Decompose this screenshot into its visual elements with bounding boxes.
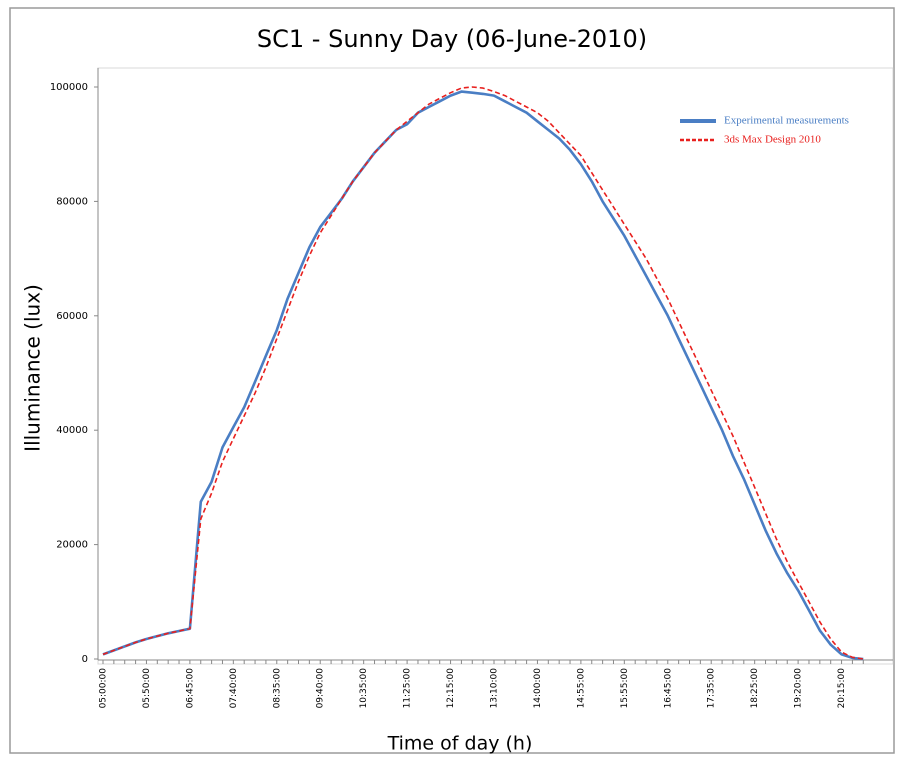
y-tick-label: 20000 (56, 540, 88, 551)
y-tick-label: 0 (82, 654, 88, 665)
x-tick-label: 20:15:00 (837, 668, 847, 709)
x-tick-label: 08:35:00 (272, 668, 282, 709)
chart-title: SC1 - Sunny Day (06-June-2010) (257, 25, 647, 53)
legend-label: 3ds Max Design 2010 (724, 134, 821, 146)
x-tick-label: 13:10:00 (490, 668, 500, 709)
x-tick-label: 05:00:00 (99, 668, 109, 709)
x-tick-label: 11:25:00 (403, 668, 413, 709)
series-line (102, 90, 864, 661)
legend-label: Experimental measurements (724, 115, 849, 127)
y-tick-label: 60000 (56, 311, 88, 322)
series-line (102, 86, 864, 660)
y-tick-label: 80000 (56, 196, 88, 207)
x-tick-label: 09:40:00 (316, 668, 326, 709)
x-tick-label: 17:35:00 (707, 668, 717, 709)
y-tick-label: 40000 (56, 425, 88, 436)
x-tick-label: 05:50:00 (142, 668, 152, 709)
x-tick-label: 18:25:00 (750, 668, 760, 709)
x-tick-label: 15:55:00 (620, 668, 630, 709)
y-tick-label: 100000 (50, 82, 88, 93)
x-tick-label: 14:00:00 (533, 668, 543, 709)
x-tick-label: 07:40:00 (229, 668, 239, 709)
x-tick-label: 06:45:00 (185, 668, 195, 709)
x-axis-label: Time of day (h) (387, 733, 533, 755)
x-tick-label: 19:20:00 (794, 668, 804, 709)
y-axis-label: Illuminance (lux) (21, 284, 45, 452)
x-tick-label: 10:35:00 (359, 668, 369, 709)
x-tick-label: 12:15:00 (446, 668, 456, 709)
chart-frame (9, 7, 895, 754)
x-tick-label: 16:45:00 (663, 668, 673, 709)
x-tick-label: 14:55:00 (576, 668, 586, 709)
